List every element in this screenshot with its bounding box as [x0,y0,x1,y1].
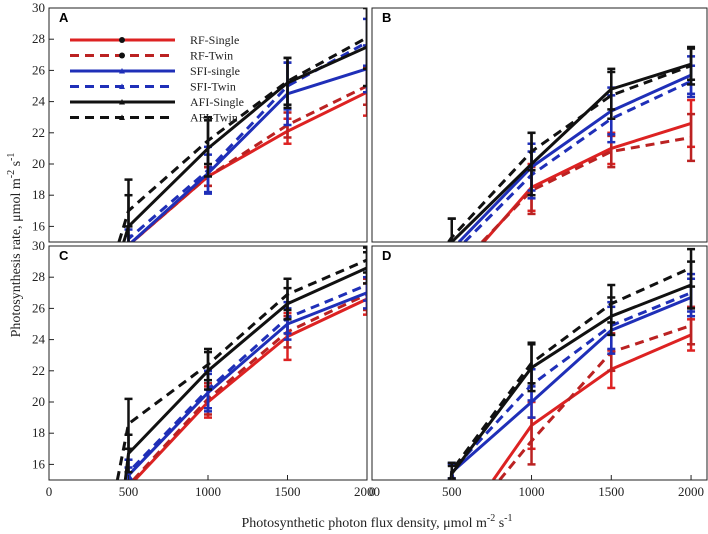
error-bar [363,250,367,285]
series-line-rf-twin-d [498,324,692,480]
panel-frame [371,7,708,243]
panel-label-a: A [59,10,69,25]
error-bar [363,8,367,71]
y-tick-label: 28 [32,269,45,284]
panel-frame [48,7,368,243]
x-tick-label: 500 [442,484,462,499]
error-bar [363,17,367,67]
x-tick-label: 2000 [678,484,704,499]
y-tick-label: 20 [32,394,45,409]
svg-text:RF-Twin: RF-Twin [190,49,233,63]
y-tick-label: 30 [32,238,45,253]
series-line-sfi-single-c [127,291,367,480]
panel-frame [371,245,708,481]
y-tick-label: 22 [32,363,45,378]
panel-b: B [371,7,708,243]
x-tick-label: 1500 [275,484,301,499]
error-bar [124,397,133,451]
svg-text:RF-Single: RF-Single [190,33,239,47]
error-bar [687,45,696,86]
series-line-rf-twin-b [480,136,692,242]
y-tick-label: 18 [32,187,45,202]
error-bar [607,283,616,324]
x-axis-title: Photosynthetic photon flux density, μmol… [241,513,512,531]
y-axis-title: Photosynthesis rate, μmol m-2 s-1 [6,153,24,338]
series-line-rf-single-d [492,333,692,480]
panel-d: D [371,245,708,481]
x-tick-label: 1500 [598,484,624,499]
error-bar [363,246,367,274]
series-line-afi-single-a [122,45,367,242]
legend-item: AFI-Single [70,95,244,109]
svg-text:AFI-Single: AFI-Single [190,95,244,109]
error-bar [283,277,292,312]
y-tick-label: 26 [32,62,46,77]
error-bar [204,347,212,382]
y-tick-label: 24 [32,332,46,347]
error-bar [124,193,133,228]
y-tick-label: 18 [32,425,45,440]
y-tick-label: 24 [32,94,46,109]
error-bar [363,44,367,94]
y-tick-label: 22 [32,125,45,140]
error-bar [204,115,212,166]
svg-text:SFI-single: SFI-single [190,64,240,78]
y-tick-label: 16 [32,218,46,233]
error-bar [687,247,696,288]
x-tick-label: 0 [46,484,53,499]
svg-text:SFI-Twin: SFI-Twin [190,80,236,94]
error-bar [363,8,367,88]
legend-item: AFI-Twin [70,111,238,125]
error-bar [363,66,367,106]
panel-a: A [48,7,368,243]
legend-item: RF-Twin [70,49,233,63]
error-bar [363,275,367,310]
error-bar [607,70,616,121]
panel-c: C [48,245,368,481]
y-tick-label: 26 [32,300,46,315]
x-tick-label: 500 [119,484,139,499]
legend-item: RF-Single [70,33,239,47]
series-line-rf-single-c [133,297,367,480]
legend-item: SFI-Twin [70,80,236,94]
error-bar [527,341,536,385]
error-bar [527,131,536,172]
panel-label-c: C [59,248,69,263]
error-bar [363,277,367,312]
panel-label-b: B [382,10,391,25]
series-line-sfi-single-a [127,67,367,242]
x-tick-label: 2000 [354,484,380,499]
series-line-afi-single-d [450,283,692,480]
y-tick-label: 28 [32,31,45,46]
x-tick-label: 1000 [519,484,545,499]
series-line-sfi-twin-b [463,79,692,242]
error-bar [283,56,292,106]
x-tick-label: 1000 [195,484,221,499]
axes: 16 18 20 22 24 26 28 30 16 18 20 22 24 26 28 30 0 500 1000… [32,0,704,499]
series-line-sfi-single-b [457,73,692,242]
y-tick-label: 20 [32,156,45,171]
svg-text:AFI-Twin: AFI-Twin [190,111,238,125]
y-tick-label: 30 [32,0,45,15]
series-line-sfi-single-d [450,296,692,480]
x-tick-label: 0 [369,484,376,499]
error-bar [447,217,456,242]
y-tick-label: 16 [32,456,46,471]
series-line-rf-twin-c [132,293,367,480]
legend-item: SFI-single [70,64,240,78]
series-line-sfi-twin-d [450,291,692,480]
panel-label-d: D [382,248,391,263]
error-bar [687,112,696,163]
